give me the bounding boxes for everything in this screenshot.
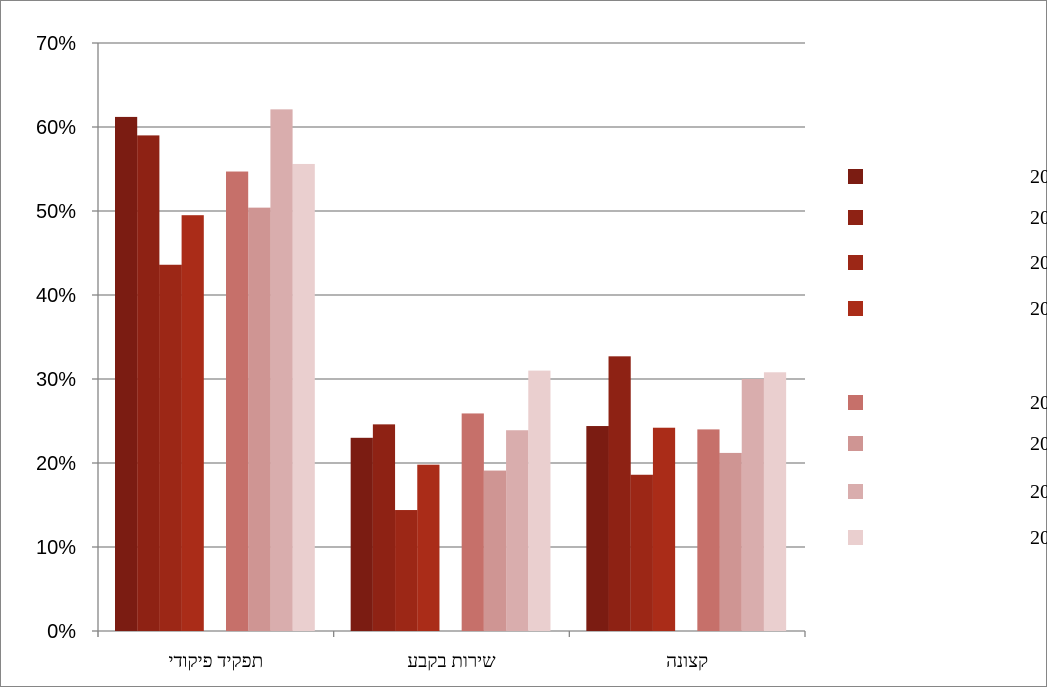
legend-swatch xyxy=(848,301,863,316)
bar xyxy=(763,372,787,631)
legend-swatch xyxy=(848,436,863,451)
bar xyxy=(483,470,507,631)
legend-label: בוגרי 10ש' 2011 xyxy=(1030,207,1047,229)
bar xyxy=(395,510,418,631)
bar xyxy=(270,109,293,632)
x-category-label: קצונה xyxy=(666,651,708,672)
bar xyxy=(652,427,676,631)
legend-swatch xyxy=(848,255,863,270)
legend-label: בוגרי 10ש' 2012 xyxy=(1030,252,1047,274)
bar xyxy=(461,413,484,631)
y-tick-label: 70% xyxy=(36,33,76,55)
legend-label: בוגרי 10ש' 2013 xyxy=(1030,298,1047,320)
bar xyxy=(608,356,631,631)
bar xyxy=(226,171,249,631)
bar xyxy=(528,370,551,631)
y-tick-label: 30% xyxy=(36,369,76,391)
legend-swatch xyxy=(848,395,863,410)
bar xyxy=(159,264,182,631)
bar xyxy=(586,426,609,631)
legend-label: בוגרי 10ש' 2010 xyxy=(1030,166,1047,188)
x-category-label: שירות בקבע xyxy=(407,651,496,672)
legend-label: בוגרי 6ש' 2011 xyxy=(1030,433,1047,455)
legend-swatch xyxy=(848,169,863,184)
bar xyxy=(350,437,373,631)
bar xyxy=(697,429,720,631)
bar xyxy=(292,163,315,631)
legend-label: בוגרי 6ש' 2013 xyxy=(1030,527,1047,549)
bar xyxy=(506,430,529,631)
y-tick-label: 10% xyxy=(36,537,76,559)
x-category-label: תפקיד פיקודי xyxy=(168,651,263,672)
y-tick-label: 60% xyxy=(36,117,76,139)
legend-label: בוגרי 6ש' 2010 xyxy=(1030,392,1047,414)
bar xyxy=(115,116,138,632)
y-tick-label: 40% xyxy=(36,285,76,307)
y-tick-label: 0% xyxy=(47,621,76,643)
legend-swatch xyxy=(848,530,863,545)
bar xyxy=(741,379,764,631)
bar xyxy=(372,424,396,631)
legend-swatch xyxy=(848,484,863,499)
legend-label: בוגרי 6ש' 2012 xyxy=(1030,481,1047,503)
bar xyxy=(181,215,204,631)
y-tick-label: 50% xyxy=(36,201,76,223)
bar xyxy=(719,452,742,631)
bar xyxy=(137,135,160,631)
bar xyxy=(417,464,440,631)
y-tick-label: 20% xyxy=(36,453,76,475)
legend-swatch xyxy=(848,210,863,225)
bar xyxy=(630,474,653,631)
bar xyxy=(248,207,271,631)
